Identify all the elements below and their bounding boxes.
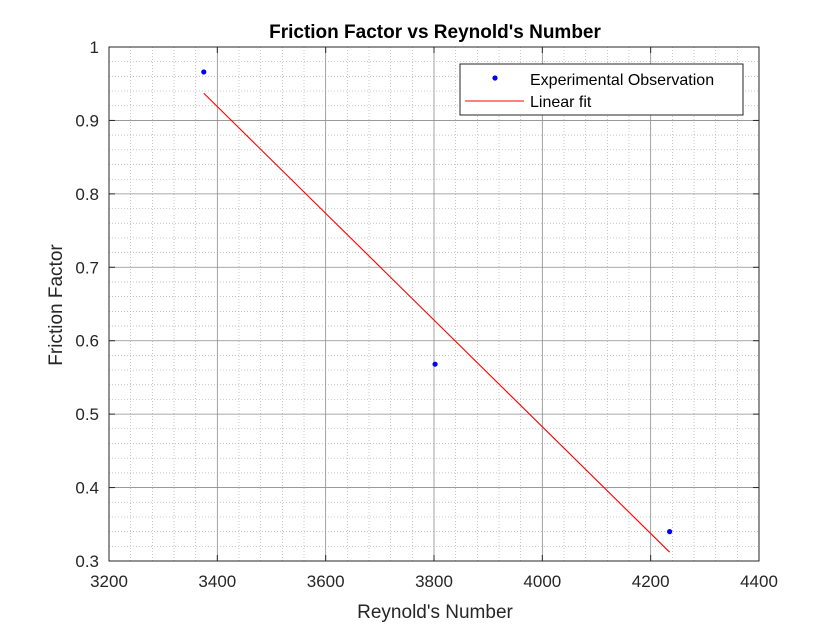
- x-tick-label: 4200: [632, 572, 670, 591]
- legend-label-linear-fit: Linear fit: [530, 94, 592, 111]
- x-tick-labels: 3200 3400 3600 3800 4000 4200 4400: [90, 572, 778, 591]
- y-tick-label: 0.7: [75, 258, 99, 277]
- chart-title: Friction Factor vs Reynold's Number: [269, 22, 601, 43]
- axis-ticks: [108, 46, 760, 562]
- y-tick-label: 0.5: [75, 405, 99, 424]
- y-tick-label: 0.6: [75, 332, 99, 351]
- x-tick-label: 3400: [198, 572, 236, 591]
- legend: Experimental Observation Linear fit: [459, 63, 744, 116]
- y-tick-label: 1: [90, 38, 99, 57]
- major-grid: [109, 47, 759, 561]
- legend-label-experimental: Experimental Observation: [530, 72, 714, 89]
- legend-box: [459, 63, 744, 116]
- linear-fit-line: [203, 92, 671, 553]
- y-tick-label: 0.9: [75, 111, 99, 130]
- data-point-3: [667, 529, 673, 535]
- x-tick-label: 4400: [740, 572, 778, 591]
- y-axis-label: Friction Factor: [46, 244, 67, 366]
- legend-marker-experimental: [492, 75, 498, 81]
- series-layer: [201, 69, 673, 553]
- x-tick-label: 3600: [307, 572, 345, 591]
- x-tick-label: 4000: [523, 572, 561, 591]
- data-point-1: [201, 69, 207, 75]
- y-tick-labels: 0.3 0.4 0.5 0.6 0.7 0.8 0.9 1: [75, 38, 99, 571]
- data-point-2: [432, 361, 438, 367]
- x-tick-label: 3200: [90, 572, 128, 591]
- x-axis-label: Reynold's Number: [357, 602, 513, 623]
- x-tick-label: 3800: [415, 572, 453, 591]
- y-tick-label: 0.4: [75, 479, 99, 498]
- y-tick-label: 0.8: [75, 185, 99, 204]
- y-tick-label: 0.3: [75, 552, 99, 571]
